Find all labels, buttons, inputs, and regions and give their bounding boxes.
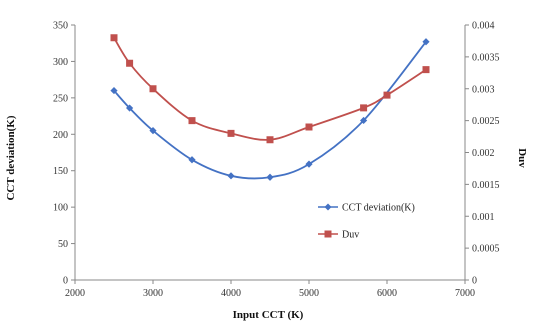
y-tick-label: 150 — [53, 166, 68, 177]
y-axis-title: CCT deviation(K) — [5, 115, 17, 200]
data-point-cct-deviation — [266, 173, 274, 181]
x-tick-label: 6000 — [377, 288, 397, 299]
data-point-duv — [126, 59, 134, 67]
y-tick-label: 200 — [53, 130, 68, 141]
y2-tick-label: 0.003 — [472, 84, 495, 95]
data-point-duv — [422, 66, 430, 74]
legend: CCT deviation(K) Duv — [318, 203, 415, 241]
y-tick-label: 0 — [63, 276, 68, 287]
data-point-cct-deviation — [188, 156, 196, 164]
data-point-duv — [227, 129, 235, 137]
legend-label-duv: Duv — [342, 230, 359, 241]
y-tick-label: 250 — [53, 93, 68, 104]
data-point-duv — [188, 117, 196, 125]
data-point-cct-deviation — [305, 160, 313, 168]
y2-tick-label: 0.001 — [472, 212, 495, 223]
y2-tick-labels: 0 0.0005 0.001 0.0015 0.002 0.0025 0.003 0.0035… — [472, 21, 500, 287]
y2-tick-label: 0.0035 — [472, 52, 500, 63]
y2-axis-title: Duv — [516, 148, 528, 168]
data-point-cct-deviation — [360, 116, 368, 125]
y-tick-label: 300 — [53, 57, 68, 68]
y2-tick-label: 0.002 — [472, 148, 495, 159]
x-tick-label: 5000 — [299, 288, 319, 299]
y-tick-label: 50 — [58, 239, 68, 250]
x-tick-label: 2000 — [65, 288, 85, 299]
y2-tick-label: 0 — [472, 276, 477, 287]
series-line-cct-deviation — [113, 41, 427, 180]
data-point-duv — [305, 123, 313, 131]
y2-tick-label: 0.0005 — [472, 244, 500, 255]
data-point-cct-deviation — [126, 104, 134, 112]
x-tick-labels: 2000 3000 4000 5000 6000 7000 — [65, 288, 475, 299]
series-line-duv — [113, 37, 427, 141]
data-point-duv — [149, 85, 157, 93]
x-tick-label: 7000 — [455, 288, 475, 299]
data-point-cct-deviation — [422, 38, 430, 46]
x-tick-label: 4000 — [221, 288, 241, 299]
data-point-duv — [110, 34, 118, 42]
y2-tick-label: 0.0025 — [472, 116, 500, 127]
legend-marker-cct-deviation — [324, 203, 332, 211]
series-points — [110, 34, 430, 181]
data-point-duv — [383, 91, 391, 99]
data-point-duv — [266, 136, 274, 144]
y2-tick-label: 0.004 — [472, 21, 495, 32]
legend-marker-duv — [324, 230, 332, 238]
y-tick-label: 100 — [53, 203, 68, 214]
data-point-cct-deviation — [227, 172, 235, 180]
x-axis-title: Input CCT (K) — [233, 309, 304, 321]
data-point-cct-deviation — [149, 127, 157, 135]
data-point-duv — [360, 104, 368, 112]
y2-tick-label: 0.0015 — [472, 180, 500, 191]
y-tick-label: 350 — [53, 21, 68, 32]
series-lines — [113, 37, 427, 180]
axes — [71, 24, 469, 284]
x-tick-label: 3000 — [143, 288, 163, 299]
y-tick-labels: 0 50 100 150 200 250 300 350 — [53, 21, 68, 287]
legend-label-cct-deviation: CCT deviation(K) — [342, 203, 415, 214]
data-point-cct-deviation — [110, 86, 118, 95]
